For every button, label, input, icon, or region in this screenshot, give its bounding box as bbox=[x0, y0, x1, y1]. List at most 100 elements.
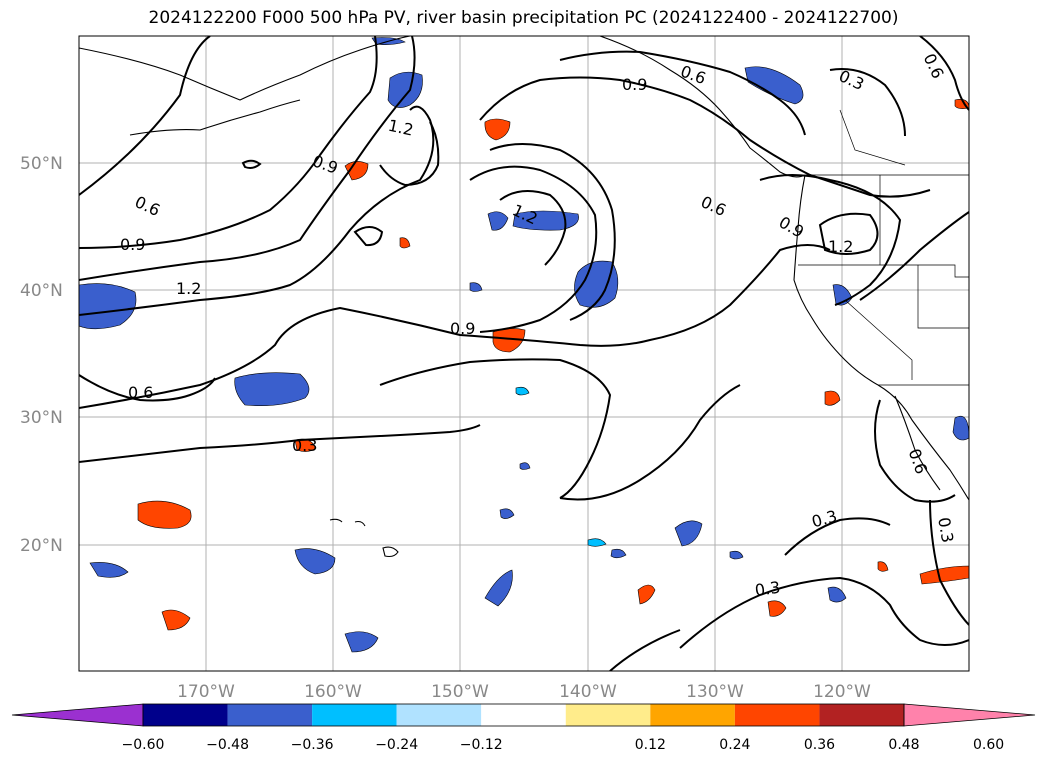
precip-blob-neg bbox=[674, 520, 703, 547]
contour-label: 1.2 bbox=[828, 237, 853, 256]
pv-contour bbox=[874, 399, 956, 503]
precip-blob-pos bbox=[767, 600, 787, 617]
colorbar-tick-label: −0.36 bbox=[291, 737, 334, 753]
pv-contour bbox=[353, 226, 384, 247]
precip-blob-neg bbox=[610, 548, 627, 559]
colorbar-segment bbox=[819, 704, 904, 726]
lon-label: 170°W bbox=[177, 682, 235, 702]
colorbar-frame bbox=[142, 703, 905, 727]
lat-label: 50°N bbox=[20, 154, 63, 174]
lat-label: 30°N bbox=[20, 408, 63, 428]
lat-label: 20°N bbox=[20, 536, 63, 556]
contour-label: 0.3 bbox=[754, 578, 782, 600]
gridlines bbox=[79, 36, 969, 671]
pv-contour bbox=[79, 36, 416, 281]
precip-blob-neg bbox=[79, 283, 137, 330]
colorbar-segment bbox=[227, 704, 313, 726]
colorbar-segment bbox=[481, 704, 566, 726]
contour-label: 0.3 bbox=[292, 436, 317, 455]
colorbar-tick-label: 0.12 bbox=[635, 737, 666, 753]
lat-labels: 50°N 40°N 30°N 20°N bbox=[20, 154, 63, 556]
lon-label: 140°W bbox=[559, 682, 617, 702]
pv-contour bbox=[818, 212, 879, 255]
pv-contour bbox=[829, 68, 906, 137]
contour-label: 0.9 bbox=[120, 235, 145, 254]
precip-blob-neg bbox=[469, 282, 483, 292]
colorbar-tick-label: 0.24 bbox=[719, 737, 750, 753]
precip-blob-neg bbox=[89, 562, 129, 578]
precip-blob-neg bbox=[574, 260, 619, 308]
precip-blob-pos bbox=[399, 237, 411, 249]
pv-contour bbox=[479, 76, 931, 198]
pv-contour bbox=[79, 36, 211, 196]
colorbar-extend-low bbox=[11, 703, 144, 727]
precip-blob-neg bbox=[234, 372, 310, 406]
precip-blob-pos bbox=[824, 390, 841, 406]
borders bbox=[798, 109, 969, 386]
pv-contour bbox=[489, 143, 616, 321]
colorbar: −0.60 −0.48 −0.36 −0.24 −0.12 0.12 0.24 0.36 0.4… bbox=[11, 703, 1036, 753]
precip-blob-neg bbox=[387, 71, 423, 108]
precip-blob-neg bbox=[294, 548, 336, 575]
precip-blob-pos bbox=[161, 609, 191, 631]
precip-blob-neg bbox=[827, 586, 847, 603]
precip-blob-pos bbox=[137, 500, 192, 529]
precip-blob-neg bbox=[515, 386, 530, 396]
contour-label: 0.3 bbox=[934, 516, 957, 544]
contour-label: 1.2 bbox=[386, 116, 415, 140]
pv-contour bbox=[79, 374, 216, 402]
pv-contour bbox=[469, 165, 598, 333]
precip-blob-pos bbox=[344, 161, 369, 181]
pv-contour bbox=[784, 517, 891, 556]
pv-contour bbox=[79, 244, 831, 409]
negative-precip-areas bbox=[79, 37, 969, 653]
contour-label: 0.9 bbox=[450, 319, 475, 338]
colorbar-tick-label: −0.60 bbox=[122, 737, 165, 753]
colorbar-segment bbox=[650, 704, 735, 726]
contour-label: 0.9 bbox=[622, 75, 647, 94]
pv-contour bbox=[379, 358, 612, 499]
pv-contour bbox=[919, 36, 969, 111]
pv-contours bbox=[79, 36, 969, 671]
colorbar-segment bbox=[396, 704, 482, 726]
colorbar-segment bbox=[734, 704, 820, 726]
pv-contour bbox=[609, 629, 681, 671]
pv-contour bbox=[379, 121, 440, 187]
precip-blob-neg bbox=[487, 211, 509, 231]
pv-contour bbox=[859, 211, 969, 301]
lon-label: 120°W bbox=[813, 682, 871, 702]
colorbar-tick-label: −0.24 bbox=[375, 737, 418, 753]
colorbar-tick-label: −0.12 bbox=[460, 737, 503, 753]
precip-blob-neg bbox=[729, 550, 744, 560]
precip-blob-pos bbox=[484, 118, 511, 141]
precip-blob-pos bbox=[877, 561, 889, 572]
precip-blob-neg bbox=[499, 508, 515, 519]
map-title: 2024122200 F000 500 hPa PV, river basin … bbox=[148, 8, 899, 28]
lat-label: 40°N bbox=[20, 281, 63, 301]
colorbar-tick-label: 0.60 bbox=[973, 737, 1004, 753]
pv-contour bbox=[499, 190, 567, 266]
precip-blob-neg bbox=[344, 631, 379, 653]
colorbar-tick-label: 0.36 bbox=[804, 737, 835, 753]
lon-label: 130°W bbox=[686, 682, 744, 702]
precip-blob-neg bbox=[484, 569, 513, 607]
colorbar-segment bbox=[312, 704, 397, 726]
precip-blob-neg bbox=[519, 462, 531, 470]
coastlines bbox=[79, 36, 969, 558]
precip-blob-neg bbox=[744, 66, 804, 105]
colorbar-tick-label: −0.48 bbox=[206, 737, 249, 753]
pv-contour bbox=[79, 424, 481, 463]
pv-contour bbox=[79, 36, 378, 249]
map-panel: 0.6 0.9 1.2 0.6 0.3 0.9 1.2 1.2 0.9 0.9 … bbox=[79, 36, 969, 671]
precip-blob-neg bbox=[587, 538, 607, 547]
colorbar-tick-label: 0.48 bbox=[888, 737, 919, 753]
pv-contour bbox=[929, 499, 969, 626]
colorbar-segment bbox=[143, 704, 228, 726]
positive-precip-areas bbox=[137, 99, 969, 631]
contour-label: 0.6 bbox=[128, 383, 153, 402]
pv-contour bbox=[559, 384, 741, 501]
lon-label: 150°W bbox=[431, 682, 489, 702]
colorbar-extend-high bbox=[903, 703, 1036, 727]
map-frame bbox=[78, 35, 970, 672]
